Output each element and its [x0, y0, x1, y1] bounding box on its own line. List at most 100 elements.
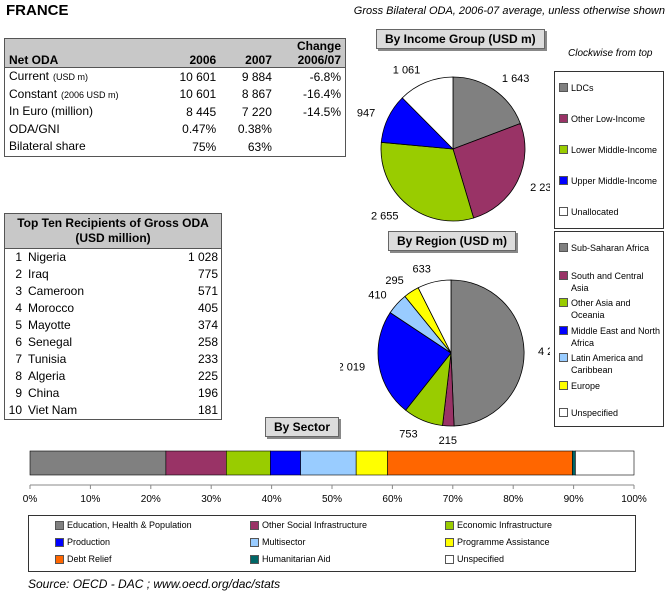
region-slice — [377, 312, 452, 411]
recipient-name: Tunisia — [28, 352, 67, 366]
source-note: Source: OECD - DAC ; www.oecd.org/dac/st… — [28, 577, 281, 591]
col-change-header: Change 2006/07 — [275, 38, 346, 68]
recipient-rank: 9 — [15, 386, 22, 400]
top-ten-subtitle: (USD million) — [75, 231, 151, 245]
income-legend-swatch — [559, 114, 568, 123]
region-legend-item: Latin America and Caribbean — [559, 352, 661, 376]
region-legend-swatch — [559, 353, 568, 362]
sector-bar-segment — [355, 450, 388, 476]
sector-tick-label: 50% — [322, 494, 342, 505]
income-value-label: 1 643 — [502, 73, 530, 85]
region-legend-label: Latin America and Caribbean — [571, 353, 644, 375]
net-oda-row-label: Bilateral share — [5, 138, 161, 156]
region-legend-label: Other Asia and Oceania — [571, 298, 631, 320]
income-legend-item: LDCs — [559, 82, 661, 94]
row-label-text: Current — [9, 69, 50, 83]
sector-legend-label: Programme Assistance — [457, 537, 550, 547]
net-oda-row: ODA/GNI 0.47% 0.38% — [5, 121, 346, 139]
net-oda-v2007-cell: 63% — [247, 139, 272, 154]
net-oda-change-cell: -16.4% — [302, 87, 341, 101]
row-unit-text: (2006 USD m) — [61, 89, 119, 100]
region-legend-item: Unspecified — [559, 407, 661, 419]
income-value-label: 1 061 — [393, 65, 421, 77]
sector-tick-label: 60% — [382, 494, 402, 505]
region-legend-swatch — [559, 270, 568, 280]
recipient-row: 5 Mayotte 374 — [5, 317, 222, 334]
income-legend-swatch — [559, 83, 568, 92]
sector-legend-swatch — [445, 520, 454, 530]
sector-legend-label: Production — [67, 537, 111, 547]
region-legend-swatch — [559, 298, 568, 307]
sector-legend-item: Multisector — [250, 537, 306, 547]
sector-legend-swatch — [250, 537, 259, 547]
sector-bar-segment — [300, 450, 357, 476]
row-label-text: Constant — [9, 86, 58, 101]
net-oda-change-cell — [276, 138, 346, 156]
region-legend-label: Sub-Saharan Africa — [571, 243, 650, 253]
net-oda-row: Current (USD m) 10 601 9 884 -6.8% — [5, 68, 346, 86]
region-legend-swatch — [559, 243, 568, 252]
region-chart-title: By Region (USD m) — [388, 231, 517, 251]
recipient-value: 1 028 — [187, 250, 218, 264]
sector-bar-segment — [226, 450, 271, 476]
recipient-value: 225 — [197, 369, 218, 383]
region-value-label: 4 211 — [538, 346, 550, 358]
income-value-label: 2 655 — [371, 211, 399, 223]
sector-tick-label: 90% — [564, 494, 584, 505]
recipient-row: 4 Morocco 405 — [5, 300, 222, 317]
region-legend-item: Other Asia and Oceania — [559, 297, 661, 321]
region-legend-item: Sub-Saharan Africa — [559, 242, 661, 254]
net-oda-table: Net ODA 2006 2007 Change 2006/07 Current… — [4, 38, 346, 157]
income-legend: LDCs Other Low-Income Lower Middle-Income U… — [554, 71, 664, 229]
region-legend: Sub-Saharan Africa South and Central Asia… — [554, 231, 664, 427]
col-2007-header: 2007 — [220, 38, 276, 68]
recipient-value: 258 — [197, 335, 218, 349]
recipient-rank: 6 — [15, 335, 22, 349]
recipient-row: 7 Tunisia 233 — [5, 351, 222, 368]
top-ten-body: 1 Nigeria 1 028 2 Iraq 775 3 Cameroon 571 4 Morocc… — [5, 249, 222, 420]
region-value-label: 295 — [385, 275, 403, 287]
sector-legend-swatch — [250, 520, 259, 530]
sector-legend-label: Economic Infrastructure — [457, 520, 553, 530]
income-chart-title: By Income Group (USD m) — [376, 29, 545, 49]
sector-legend: Education, Health & Population Other Soci… — [28, 515, 636, 572]
income-legend-item: Lower Middle-Income — [559, 144, 661, 156]
top-ten-table: Top Ten Recipients of Gross ODA (USD mil… — [4, 213, 222, 420]
recipient-name: Algeria — [28, 369, 66, 383]
recipient-value: 374 — [197, 318, 218, 332]
net-oda-title: Net ODA — [4, 38, 161, 68]
net-oda-v2006-cell: 10 601 — [179, 69, 217, 84]
region-value-label: 753 — [399, 428, 417, 440]
sector-bar-segment — [270, 450, 301, 476]
net-oda-v2006-cell: 0.47% — [182, 122, 217, 136]
sector-tick-label: 40% — [262, 494, 282, 505]
net-oda-row-label: Current (USD m) — [5, 68, 161, 86]
income-value-label: 2 231 — [530, 182, 550, 194]
sector-tick-label: 20% — [141, 494, 161, 505]
net-oda-change-cell: -6.8% — [309, 69, 341, 84]
row-label-text: ODA/GNI — [9, 121, 60, 136]
sector-tick-label: 100% — [621, 494, 647, 505]
net-oda-row: Bilateral share 75% 63% — [5, 138, 346, 156]
income-legend-item: Unallocated — [559, 206, 661, 218]
net-oda-v2007-cell: 9 884 — [241, 69, 272, 84]
recipient-value: 571 — [197, 284, 218, 298]
row-label-text: Bilateral share — [9, 139, 86, 153]
top-ten-header: Top Ten Recipients of Gross ODA (USD mil… — [4, 213, 222, 249]
recipient-rank: 8 — [15, 369, 22, 383]
income-legend-swatch — [559, 207, 568, 216]
row-unit-text: (USD m) — [53, 72, 89, 82]
region-value-label: 2 019 — [340, 362, 365, 374]
sector-tick-label: 80% — [503, 494, 523, 505]
change-period: 2006/07 — [297, 53, 341, 67]
recipient-name: Iraq — [28, 267, 49, 281]
income-value-label: 947 — [357, 107, 375, 119]
recipient-name: Cameroon — [28, 284, 85, 298]
net-oda-change-cell — [276, 121, 346, 139]
sector-legend-swatch — [55, 537, 64, 547]
net-oda-v2006-cell: 75% — [192, 139, 217, 154]
sector-legend-label: Other Social Infrastructure — [262, 520, 368, 530]
recipient-row: 10 Viet Nam 181 — [5, 402, 222, 420]
sector-legend-item: Unspecified — [445, 554, 504, 564]
sector-legend-label: Humanitarian Aid — [262, 554, 331, 564]
